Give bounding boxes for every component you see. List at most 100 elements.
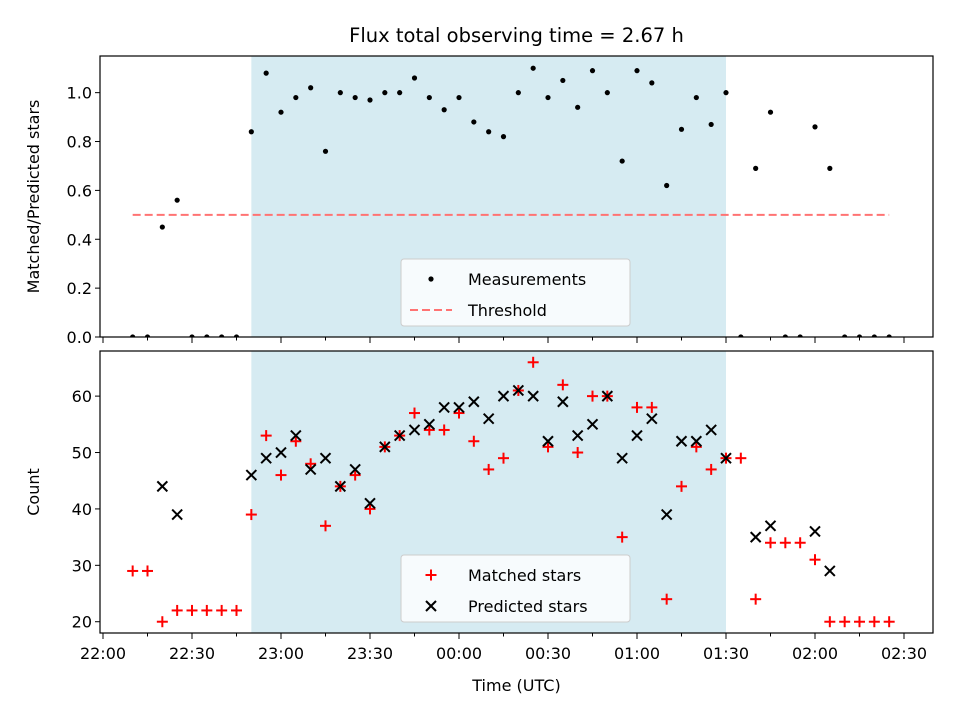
predicted-star-point <box>646 412 658 425</box>
predicted-star-stroke <box>660 508 673 521</box>
predicted-star-stroke <box>171 508 183 521</box>
predicted-star-stroke <box>601 390 614 402</box>
predicted-star-point <box>497 390 510 402</box>
matched-star-point <box>320 520 331 532</box>
measurement-point <box>767 109 774 115</box>
matched-star-point <box>438 424 450 436</box>
measurement-point <box>233 334 240 337</box>
predicted-star-stroke <box>245 469 258 481</box>
matched-star-point <box>690 441 702 453</box>
measurement-point <box>812 124 818 130</box>
predicted-star-stroke <box>156 480 169 493</box>
measurement-point <box>856 334 863 337</box>
matched-star-point <box>231 604 242 616</box>
predicted-star-point <box>824 565 836 577</box>
x-tick-label: 01:30 <box>703 644 749 663</box>
predicted-star-stroke <box>275 446 287 459</box>
matched-star-point <box>631 401 643 413</box>
matched-star-point <box>483 463 495 475</box>
y-tick-label: 20 <box>72 613 92 632</box>
measurement-point <box>337 90 343 96</box>
predicted-star-stroke <box>690 435 703 447</box>
measurement-point <box>159 224 165 230</box>
matched-star-point <box>868 616 880 628</box>
predicted-star-stroke <box>675 435 688 447</box>
predicted-star-point <box>171 508 183 521</box>
measurement-point <box>842 334 848 337</box>
predicted-star-stroke <box>824 565 836 577</box>
measurement-point <box>886 334 892 337</box>
matched-star-point <box>779 537 791 549</box>
predicted-star-stroke <box>497 390 510 402</box>
predicted-star-stroke <box>616 452 628 464</box>
measurement-point <box>708 121 714 128</box>
matched-star-point <box>794 537 806 549</box>
predicted-star-point <box>304 463 317 476</box>
plot-area <box>127 351 895 633</box>
predicted-star-point <box>631 429 643 442</box>
axes-frame <box>99 350 934 634</box>
predicted-star-stroke <box>364 497 376 509</box>
predicted-star-point <box>705 424 717 436</box>
measurement-point <box>144 334 151 337</box>
measurement-point <box>441 107 447 113</box>
measurement-point <box>426 94 432 101</box>
predicted-star-stroke <box>557 396 569 408</box>
measurement-point <box>619 158 625 164</box>
predicted-star-stroke <box>438 401 450 414</box>
matched-star-point <box>364 503 376 515</box>
predicted-star-stroke <box>260 452 272 464</box>
legend-label: Measurements <box>468 270 586 289</box>
matched-star-point <box>260 430 272 442</box>
predicted-star-point <box>393 429 406 442</box>
axes-frame <box>99 55 934 338</box>
predicted-star-stroke <box>809 525 821 538</box>
measurement-point <box>827 165 833 171</box>
measurement-point <box>575 104 581 110</box>
predicted-star-stroke <box>290 429 302 442</box>
predicted-star-point <box>408 424 421 436</box>
y-tick-label: 60 <box>72 387 92 406</box>
predicted-star-point <box>482 412 495 425</box>
matched-star-point <box>245 509 257 521</box>
legend-box <box>400 554 631 623</box>
measurement-point <box>471 119 477 125</box>
matched-star-point <box>616 531 628 543</box>
predicted-star-point <box>423 418 436 431</box>
predicted-star-stroke <box>764 520 777 532</box>
measurement-point <box>308 85 314 91</box>
y-tick-label: 0.4 <box>67 230 92 249</box>
predicted-star-point <box>586 418 599 431</box>
predicted-star-point <box>809 525 821 538</box>
measurement-point <box>782 334 788 337</box>
predicted-star-stroke <box>571 429 584 442</box>
predicted-star-stroke <box>468 396 480 408</box>
matched-star-point <box>527 356 539 368</box>
measurement-point <box>738 334 744 337</box>
matched-star-point <box>705 463 717 475</box>
measurement-point <box>322 148 329 154</box>
measurement-point <box>219 334 225 337</box>
predicted-star-stroke <box>334 480 347 493</box>
predicted-star-stroke <box>304 463 317 476</box>
measurement-point <box>871 334 877 337</box>
matched-star-point <box>735 452 747 464</box>
chart-title: Flux total observing time = 2.67 h <box>349 24 684 47</box>
predicted-star-point <box>453 401 465 414</box>
predicted-star-stroke <box>408 424 421 436</box>
matched-star-point <box>349 469 361 481</box>
predicted-star-point <box>557 396 569 408</box>
measurement-point <box>560 77 566 84</box>
matched-star-point <box>883 616 895 628</box>
matched-star-point <box>854 616 865 628</box>
matched-star-point <box>216 604 228 616</box>
y-tick-label: 50 <box>72 444 92 463</box>
predicted-star-stroke <box>453 401 465 414</box>
matched-star-point <box>186 604 198 616</box>
predicted-star-stroke <box>512 384 525 397</box>
predicted-star-point <box>571 429 584 442</box>
matched-star-point <box>453 407 465 419</box>
predicted-star-point <box>616 452 628 464</box>
predicted-star-stroke <box>423 418 436 431</box>
y-tick-label: 40 <box>72 500 92 519</box>
